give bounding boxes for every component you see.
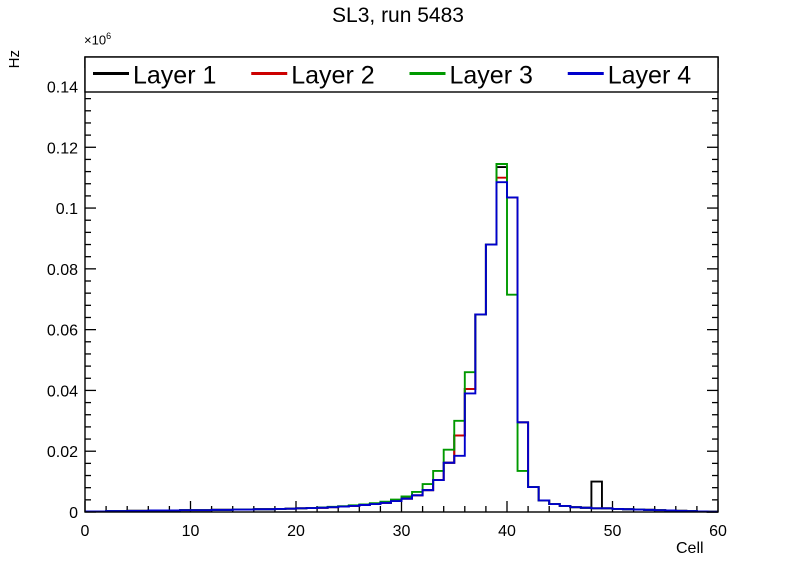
legend-item-label: Layer 3 — [450, 62, 533, 90]
series-line-layer-3 — [85, 163, 718, 513]
legend-item-label: Layer 1 — [133, 62, 216, 90]
y-axis-exponent-base: ×10 — [84, 32, 107, 48]
x-axis-tick-label: 20 — [287, 523, 305, 540]
y-axis-tick-label: 0.04 — [47, 383, 78, 400]
legend-item-layer-2[interactable]: Layer 2 — [251, 62, 375, 90]
x-axis-tick-label: 10 — [182, 523, 200, 540]
x-axis-tick-label: 0 — [81, 523, 90, 540]
y-axis-exponent-power: 6 — [106, 31, 112, 41]
x-axis-tick-label: 40 — [498, 523, 516, 540]
x-axis-tick-label: 50 — [604, 523, 622, 540]
y-axis-tick-label: 0.12 — [47, 140, 78, 157]
y-axis-tick-label: 0.06 — [47, 323, 78, 340]
legend-item-label: Layer 4 — [608, 62, 691, 90]
x-axis-tick-label: 60 — [709, 523, 727, 540]
y-axis-tick-label: 0.02 — [47, 444, 78, 461]
chart-legend[interactable]: Layer 1 Layer 2 Layer 3 Layer 4 — [84, 56, 719, 93]
legend-item-layer-4[interactable]: Layer 4 — [567, 62, 691, 90]
series-line-layer-1 — [85, 166, 718, 513]
plot-frame — [84, 56, 719, 513]
axes-layer: 0 10 20 30 40 50 60 0 0.02 0.04 0.06 0.08 0.1 0.12 0.1… — [47, 57, 727, 540]
x-axis-tick-label: 30 — [393, 523, 411, 540]
series-line-layer-2 — [85, 176, 718, 513]
legend-item-layer-1[interactable]: Layer 1 — [93, 62, 216, 90]
legend-box — [84, 56, 719, 93]
legend-item-layer-3[interactable]: Layer 3 — [409, 62, 533, 90]
y-axis-exponent: ×106 — [84, 31, 111, 47]
y-axis-tick-label: 0 — [69, 505, 78, 522]
x-axis-label: Cell — [676, 540, 704, 557]
series-layer — [85, 163, 718, 513]
legend-item-label: Layer 2 — [291, 62, 374, 90]
series-line-layer-4 — [85, 181, 718, 513]
page-title: SL3, run 5483 — [332, 4, 464, 27]
y-axis-tick-label: 0.08 — [47, 262, 78, 279]
y-axis-tick-label: 0.1 — [56, 201, 78, 218]
y-axis-tick-label: 0.14 — [47, 79, 78, 96]
plot-frame-rect — [84, 56, 719, 513]
